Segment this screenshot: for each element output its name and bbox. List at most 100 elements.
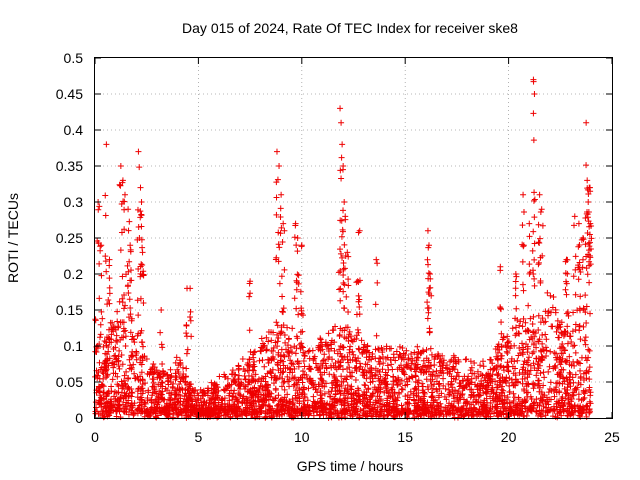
data-point <box>214 414 221 421</box>
data-point <box>478 381 485 388</box>
data-point <box>243 410 250 417</box>
data-point <box>583 265 590 272</box>
data-point <box>421 362 428 369</box>
data-point <box>285 336 292 343</box>
data-point <box>183 406 190 413</box>
data-point <box>305 412 312 419</box>
data-point <box>547 379 554 386</box>
data-point <box>383 345 390 352</box>
data-point <box>530 197 537 204</box>
data-point <box>138 212 145 219</box>
data-point <box>404 405 411 412</box>
data-point <box>94 372 101 379</box>
data-point <box>480 406 487 413</box>
data-point <box>412 361 419 368</box>
data-point <box>390 381 397 388</box>
data-point <box>353 335 360 342</box>
data-point <box>550 294 557 301</box>
data-point <box>115 323 122 330</box>
data-point <box>164 378 171 385</box>
data-point <box>273 148 280 155</box>
data-point <box>349 407 356 414</box>
data-point <box>561 407 568 414</box>
data-point <box>384 395 391 402</box>
data-point <box>345 337 352 344</box>
data-point <box>339 410 346 417</box>
data-point <box>558 329 565 336</box>
data-point <box>455 400 462 406</box>
data-point <box>212 389 219 396</box>
data-point <box>258 348 265 355</box>
data-point <box>183 330 190 337</box>
data-point <box>472 406 479 413</box>
y-tick-label: 0.05 <box>56 374 83 390</box>
data-point <box>232 379 239 386</box>
data-point <box>562 331 569 338</box>
data-point <box>300 357 307 364</box>
data-point <box>348 337 355 344</box>
data-point <box>299 379 306 386</box>
data-point <box>289 325 296 332</box>
data-point <box>539 222 546 229</box>
y-tick-label: 0.45 <box>56 86 83 102</box>
data-point <box>540 319 547 326</box>
data-point <box>337 297 344 304</box>
data-point <box>556 409 563 416</box>
data-point <box>123 399 130 406</box>
data-point <box>424 227 431 234</box>
data-point <box>539 346 546 353</box>
data-point <box>342 252 349 259</box>
data-point <box>354 278 361 285</box>
data-point <box>343 293 350 300</box>
data-point <box>585 208 592 215</box>
data-point <box>337 285 344 292</box>
data-point <box>128 393 135 400</box>
data-point <box>175 391 182 398</box>
data-point <box>104 402 111 409</box>
data-point <box>152 397 159 404</box>
data-point <box>584 230 591 237</box>
data-point <box>442 364 449 371</box>
data-point <box>536 240 543 247</box>
data-point <box>330 327 337 334</box>
data-point <box>359 350 366 357</box>
data-point <box>301 384 308 391</box>
data-point <box>135 312 142 319</box>
data-point <box>361 372 368 379</box>
data-point <box>427 362 434 369</box>
data-point <box>460 378 467 385</box>
data-point <box>531 256 538 263</box>
data-point <box>103 268 110 275</box>
data-point <box>157 329 164 336</box>
data-point <box>583 375 590 382</box>
data-point <box>299 344 306 351</box>
data-point <box>571 342 578 349</box>
data-point <box>483 371 490 378</box>
data-point <box>355 387 362 394</box>
data-point <box>212 394 219 401</box>
data-point <box>521 358 528 365</box>
data-point <box>273 194 280 201</box>
data-point <box>484 410 491 417</box>
data-point <box>393 348 400 355</box>
data-point <box>292 350 299 357</box>
data-point <box>231 402 238 409</box>
data-point <box>363 410 370 417</box>
data-point <box>512 315 519 322</box>
data-point <box>423 376 430 383</box>
x-tick-label: 20 <box>501 429 517 445</box>
data-point <box>574 403 581 410</box>
data-point <box>246 356 253 363</box>
data-point <box>263 397 270 404</box>
data-point <box>104 372 111 379</box>
data-point <box>374 389 381 396</box>
data-point <box>575 243 582 250</box>
data-point <box>153 404 160 411</box>
data-point <box>341 241 348 248</box>
data-point <box>147 405 154 412</box>
data-point <box>111 324 118 331</box>
data-point <box>389 366 396 373</box>
data-point <box>125 227 132 234</box>
data-point <box>398 355 405 362</box>
data-point <box>264 356 271 363</box>
